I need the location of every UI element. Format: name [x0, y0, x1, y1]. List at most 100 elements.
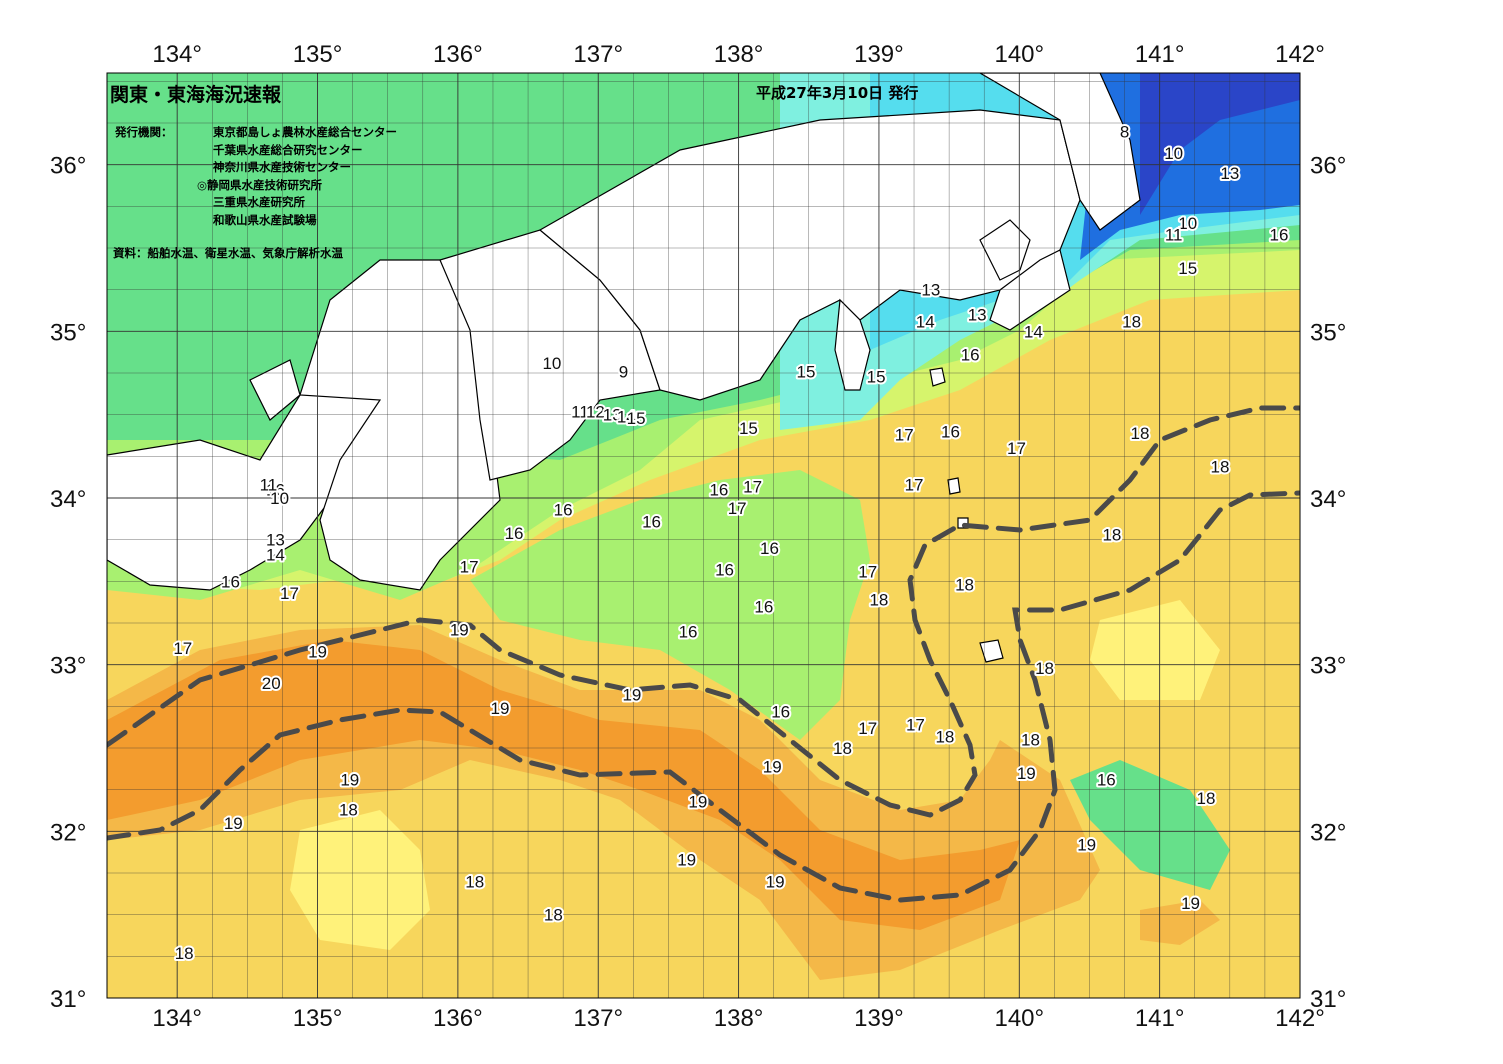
lon-tick-label-top: 139° [854, 41, 904, 68]
temperature-label: 18 [1197, 789, 1216, 808]
temperature-label: 18 [833, 739, 852, 758]
zone-16-offshore [1070, 760, 1230, 890]
temperature-label: 9 [619, 362, 628, 381]
temperature-label: 13 [968, 306, 987, 325]
temperature-label: 11 [571, 402, 589, 421]
temperature-label: 14 [1024, 322, 1043, 341]
temperature-label: 18 [1102, 526, 1121, 545]
lon-tick-label-top: 136° [433, 41, 483, 68]
temperature-label: 13 [603, 406, 622, 425]
temperature-label: 18 [339, 801, 358, 820]
temperature-label: 16 [221, 572, 240, 591]
lat-tick-label-right: 36° [1310, 153, 1346, 180]
kuroshio-axis-south [107, 490, 1300, 903]
temperature-label: 10 [1164, 144, 1183, 163]
temperature-label: 14 [916, 312, 935, 331]
issue-date: 平成27年3月10日 発行 [756, 84, 919, 102]
lon-tick-label-bottom: 142° [1275, 1005, 1325, 1032]
temperature-label: 17 [460, 557, 479, 576]
temperature-label: 19 [340, 771, 359, 790]
temperature-label: 15 [796, 362, 815, 381]
temperature-label: 16 [679, 622, 698, 641]
temperature-label: 18 [935, 727, 954, 746]
lon-tick-label-top: 137° [573, 41, 623, 68]
temperature-label: 17 [906, 716, 925, 735]
zone-18-offshore-yellow [290, 810, 430, 950]
temperature-label: 19 [450, 621, 469, 640]
lat-tick-label-left: 34° [50, 486, 86, 513]
island-izu-oshima [929, 367, 946, 387]
temperature-label: 19 [688, 792, 707, 811]
lon-tick-label-bottom: 140° [994, 1005, 1044, 1032]
temperature-label: 17 [858, 562, 877, 581]
temperature-label: 11 [1165, 226, 1183, 245]
temperature-label: 16 [715, 561, 734, 580]
temperature-label: 17 [905, 476, 924, 495]
island-hachijojima [979, 639, 1004, 663]
temperature-label: 17 [280, 584, 299, 603]
agencies-label: 発行機関： [115, 125, 173, 139]
temperature-label: 15 [1178, 259, 1197, 278]
temperature-label: 16 [266, 481, 285, 500]
kuroshio-axis-north [107, 405, 1300, 818]
lat-tick-label-left: 35° [50, 319, 86, 346]
lon-tick-label-bottom: 138° [714, 1005, 764, 1032]
graticule [107, 73, 1300, 998]
lat-tick-label-right: 32° [1310, 819, 1346, 846]
agency-item: 神奈川県水産技術センター [213, 160, 351, 174]
agency-item: 東京都島しょ農林水産総合センター [213, 125, 397, 139]
temperature-label: 20 [262, 674, 281, 693]
temperature-label: 19 [677, 851, 696, 870]
temperature-label: 10 [270, 489, 289, 508]
temperature-label: 8 [1120, 122, 1129, 141]
land-honshu-tokai [538, 109, 1081, 401]
lon-tick-label-top: 138° [714, 41, 764, 68]
plot-frame [106, 72, 1301, 999]
temperature-label: 19 [763, 757, 782, 776]
temperature-label: 14 [617, 407, 636, 426]
temperature-label: 16 [709, 481, 728, 500]
temperature-label: 16 [642, 512, 661, 531]
agency-item: 三重県水産研究所 [213, 195, 305, 209]
agency-item: 和歌山県水産試験場 [213, 212, 317, 227]
temperature-label: 10 [542, 354, 561, 373]
lat-tick-label-right: 34° [1310, 486, 1346, 513]
temperature-label: 17 [173, 639, 192, 658]
temperature-label: 18 [869, 591, 888, 610]
temperature-label: 17 [895, 426, 914, 445]
land-honshu-west [299, 259, 501, 591]
lon-tick-label-bottom: 141° [1135, 1005, 1185, 1032]
zone-10 [1080, 73, 1300, 260]
temperature-label: 18 [1122, 312, 1141, 331]
temperature-label: 19 [491, 699, 510, 718]
lon-tick-label-top: 140° [994, 41, 1044, 68]
lon-tick-label-top: 135° [293, 41, 343, 68]
lon-tick-label-bottom: 137° [573, 1005, 623, 1032]
temperature-label: 16 [1269, 226, 1288, 245]
lat-tick-label-left: 33° [50, 653, 86, 680]
temperature-label: 14 [266, 546, 285, 565]
temperature-label: 18 [955, 576, 974, 595]
lat-tick-label-left: 32° [50, 819, 86, 846]
lon-tick-label-top: 142° [1275, 41, 1325, 68]
island-niijima [947, 477, 961, 495]
lon-tick-label-bottom: 135° [293, 1005, 343, 1032]
temperature-label: 19 [1077, 836, 1096, 855]
temperature-label: 19 [1181, 894, 1200, 913]
temperature-label: 15 [739, 419, 758, 438]
temperature-label: 16 [754, 597, 773, 616]
land-boso-peninsula [989, 249, 1071, 331]
temperature-label: 18 [544, 906, 563, 925]
data-source: 資料：船舶水温、衛星水温、気象庁解析水温 [113, 246, 343, 260]
lon-tick-label-bottom: 134° [152, 1005, 202, 1032]
temperature-label: 19 [224, 814, 243, 833]
temperature-label: 16 [1097, 771, 1116, 790]
temperature-label: 16 [505, 524, 524, 543]
land-miura-peninsula [979, 219, 1031, 281]
temperature-label: 16 [554, 501, 573, 520]
lat-tick-label-left: 31° [50, 986, 86, 1013]
zone-20-core [107, 640, 1020, 930]
zone-8 [1140, 73, 1300, 215]
lat-tick-label-right: 35° [1310, 319, 1346, 346]
temperature-label: 19 [622, 686, 641, 705]
